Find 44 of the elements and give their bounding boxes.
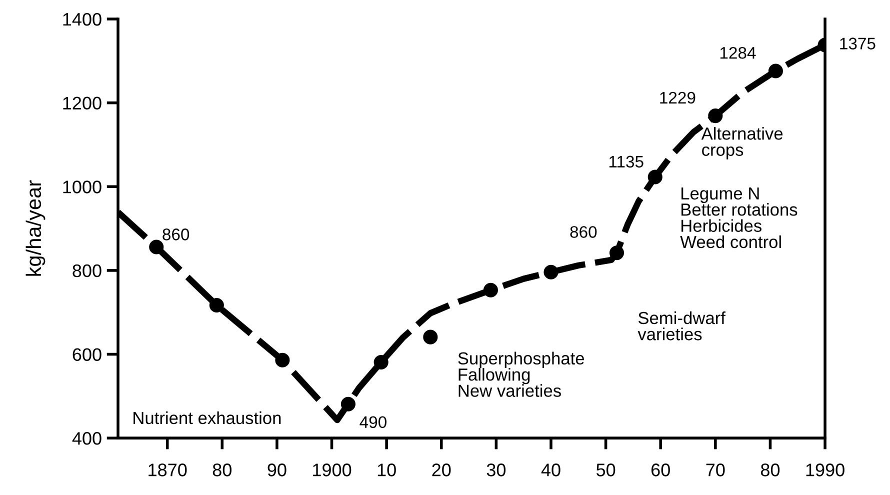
- annotation: Nutrient exhaustion: [134, 411, 281, 424]
- x-tick-label: 20: [432, 464, 451, 476]
- annotation: Legume N Better rotations Herbicides Weed control: [680, 187, 798, 248]
- annotation: Alternative crops: [701, 127, 783, 160]
- point: [374, 354, 388, 370]
- x-tick-label: 1870: [148, 464, 187, 476]
- x-tick-label: 30: [486, 464, 506, 476]
- point: [609, 246, 624, 260]
- y-tick-label: 800: [72, 264, 102, 278]
- x-tick-label: 10: [378, 464, 396, 476]
- y-axis-title: kg/ha/year: [26, 180, 46, 276]
- x-tick-label: 80: [760, 464, 780, 476]
- point: [648, 170, 662, 184]
- annotation: 1229: [660, 92, 696, 104]
- point: [708, 108, 723, 124]
- annotation: Semi-dwarf varieties: [638, 311, 726, 340]
- point: [768, 64, 783, 78]
- x-tick-label: 1990: [806, 464, 844, 476]
- y-tick-label: 1000: [63, 180, 102, 194]
- x-tick-label: 70: [706, 464, 725, 476]
- annotation: 1135: [609, 156, 644, 168]
- annotation: 860: [570, 226, 597, 238]
- point: [275, 352, 290, 368]
- point: [209, 298, 224, 313]
- y-tick-label: 1200: [63, 96, 102, 110]
- x-tick-label: 60: [651, 464, 670, 476]
- annotation: 1375: [840, 38, 876, 50]
- point: [544, 264, 558, 280]
- x-tick-label: 80: [212, 464, 232, 476]
- x-tick-label: 40: [541, 464, 560, 476]
- point: [423, 330, 438, 344]
- point: [340, 396, 356, 412]
- y-tick-label: 600: [72, 348, 102, 361]
- annotation: 860: [162, 228, 190, 240]
- annotation: Superphosphate Fallowing New varieties: [458, 352, 584, 397]
- y-tick-label: 1400: [63, 12, 102, 26]
- annotation: 1284: [720, 46, 756, 59]
- point: [483, 282, 498, 298]
- x-tick-label: 50: [596, 464, 616, 476]
- point: [149, 240, 164, 254]
- y-tick-label: 400: [72, 432, 102, 445]
- annotation: 490: [360, 416, 386, 428]
- x-tick-label: 90: [268, 464, 286, 476]
- x-tick-label: 1900: [313, 464, 352, 476]
